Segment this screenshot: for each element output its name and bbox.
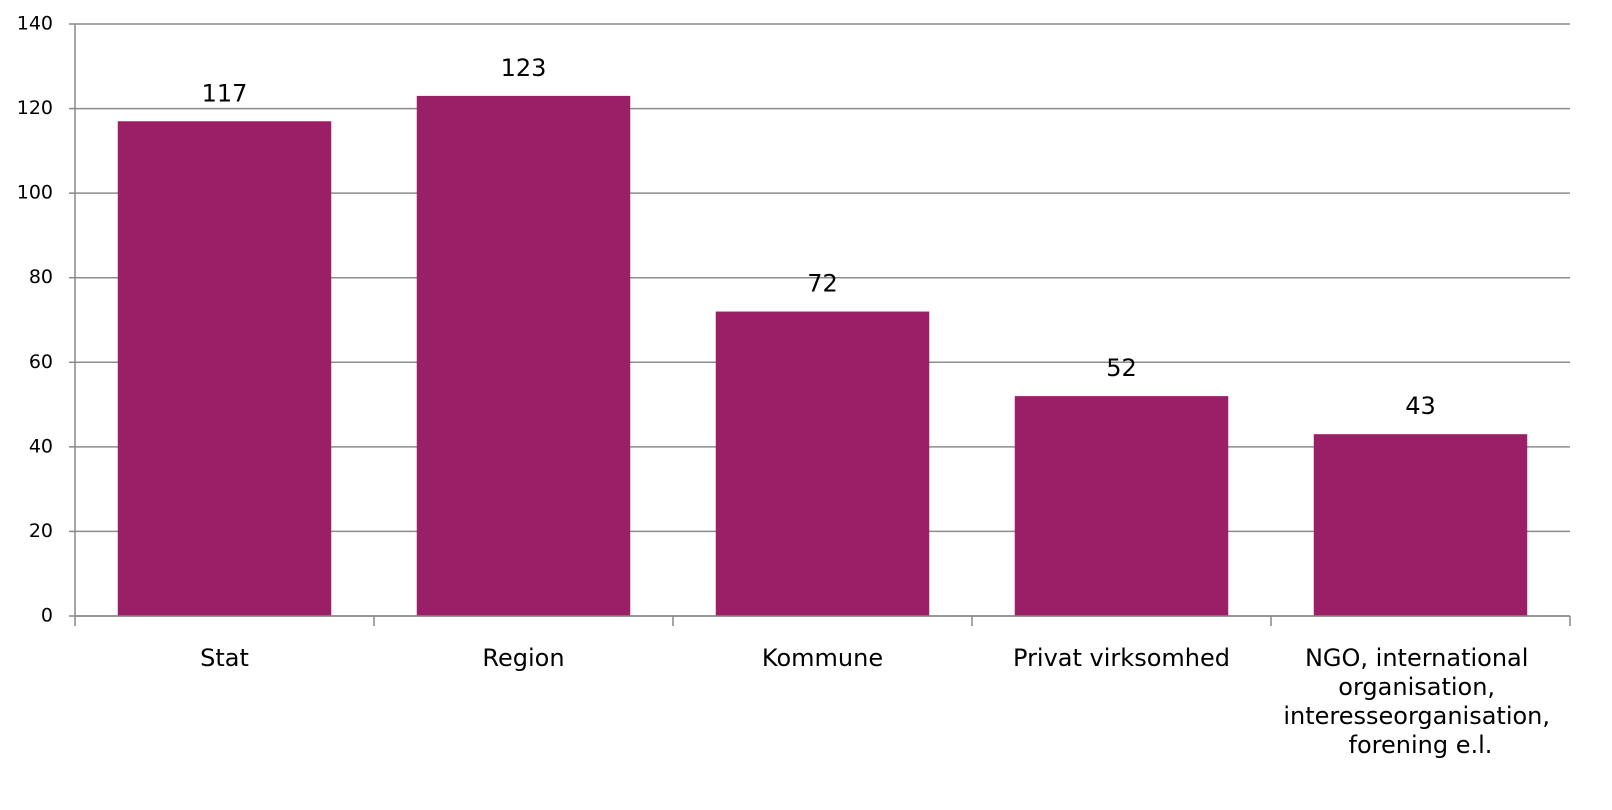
x-tick-label: Privat virksomhed (1013, 644, 1230, 672)
data-label: 117 (202, 79, 248, 107)
x-tick-label: Region (482, 644, 564, 672)
y-tick-label: 40 (29, 435, 53, 457)
data-label: 72 (807, 270, 838, 298)
y-tick-label: 120 (17, 97, 53, 119)
y-tick-label: 100 (17, 182, 53, 204)
data-label: 43 (1405, 392, 1436, 420)
y-tick-label: 140 (17, 13, 53, 35)
y-tick-label: 0 (41, 605, 53, 627)
y-tick-label: 20 (29, 520, 53, 542)
bar (1014, 396, 1229, 616)
bar (117, 121, 332, 616)
bar (715, 311, 930, 616)
bar (416, 95, 631, 616)
bar (1313, 434, 1528, 616)
x-tick-label: NGO, international organisation, interes… (1283, 644, 1557, 759)
data-label: 123 (501, 54, 547, 82)
y-tick-label: 80 (29, 266, 53, 288)
x-tick-label: Stat (200, 644, 249, 672)
data-label: 52 (1106, 354, 1137, 382)
x-tick-label: Kommune (762, 644, 883, 672)
y-tick-label: 60 (29, 351, 53, 373)
